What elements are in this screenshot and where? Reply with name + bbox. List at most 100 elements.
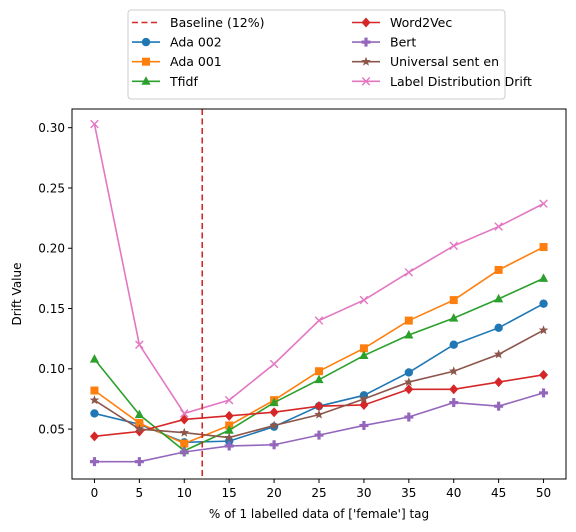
data-point — [269, 420, 279, 430]
chart-marks — [89, 109, 549, 479]
data-point — [90, 409, 99, 418]
data-point — [539, 243, 548, 252]
data-point — [314, 374, 324, 384]
y-tick-label: 0.10 — [38, 362, 65, 376]
x-tick-label: 50 — [536, 486, 551, 500]
data-point — [224, 441, 234, 451]
data-point — [494, 222, 503, 231]
data-point — [359, 344, 368, 353]
data-point — [315, 367, 323, 376]
data-point — [449, 340, 458, 349]
x-tick-label: 35 — [401, 486, 416, 500]
data-point — [359, 420, 369, 430]
x-tick-label: 5 — [136, 486, 144, 500]
data-point — [449, 241, 459, 251]
data-point — [359, 295, 369, 305]
data-point — [359, 399, 369, 410]
data-point — [494, 265, 503, 274]
y-axis-label: Drift Value — [10, 263, 24, 326]
data-point — [224, 425, 234, 434]
x-tick-label: 40 — [446, 486, 461, 500]
legend-label: Word2Vec — [390, 15, 452, 30]
x-tick-label: 45 — [491, 486, 506, 500]
legend-label: Bert — [390, 35, 416, 50]
data-point — [135, 419, 144, 428]
legend-marker — [142, 57, 150, 66]
legend-label: Label Distribution Drift — [390, 74, 532, 89]
data-point — [539, 299, 548, 308]
data-point — [449, 384, 459, 395]
legend-entry: Bert — [352, 35, 416, 50]
series-line — [94, 329, 544, 439]
data-point — [314, 409, 324, 419]
data-point — [314, 316, 324, 325]
data-point — [404, 368, 414, 377]
x-tick-label: 10 — [177, 486, 192, 500]
legend-marker — [361, 77, 371, 86]
data-point — [404, 412, 414, 422]
data-point — [404, 330, 414, 339]
x-tick-label: 25 — [311, 486, 326, 500]
legend-entry: Tfidf — [132, 74, 198, 89]
data-point — [359, 393, 369, 403]
legend-entry: Label Distribution Drift — [352, 74, 532, 89]
data-point — [494, 377, 504, 388]
legend-entry: Ada 001 — [132, 54, 222, 69]
data-point — [448, 366, 459, 376]
y-tick-label: 0.20 — [38, 242, 65, 256]
x-tick-label: 30 — [356, 486, 371, 500]
data-point — [89, 457, 99, 467]
data-point — [269, 440, 279, 450]
data-point — [89, 431, 99, 442]
legend-box — [127, 9, 506, 100]
data-point — [179, 447, 189, 457]
data-point — [538, 273, 549, 282]
y-tick-label: 0.25 — [38, 181, 65, 195]
legend-marker — [141, 76, 151, 85]
data-point — [134, 457, 144, 467]
series-label-distribution-drift — [90, 119, 548, 418]
x-axis-label: % of 1 labelled data of ['female'] tag — [209, 507, 429, 521]
legend-label: Baseline (12%) — [170, 15, 265, 30]
chart-axes: 0 5 10 15 20 25 30 35 40 45 50 0.05 0.10 0.15 0.20 0.25… — [38, 108, 567, 500]
data-point — [269, 359, 279, 369]
y-tick-label: 0.30 — [38, 121, 65, 135]
data-point — [224, 395, 234, 405]
data-point — [269, 407, 279, 418]
data-point — [493, 349, 504, 359]
data-point — [224, 410, 234, 421]
data-point — [314, 401, 324, 412]
data-point — [404, 268, 414, 277]
data-point — [404, 316, 413, 325]
data-point — [179, 409, 189, 418]
x-tick-label: 20 — [266, 486, 281, 500]
legend-marker — [361, 17, 371, 28]
legend-marker — [361, 37, 371, 47]
legend-label: Ada 002 — [170, 35, 222, 50]
data-point — [404, 384, 414, 395]
data-point — [269, 397, 279, 407]
data-point — [539, 369, 549, 380]
legend-label: Ada 001 — [170, 54, 222, 69]
legend-entry: Universal sent en — [352, 54, 499, 69]
legend-label: Universal sent en — [390, 54, 499, 69]
legend-marker — [361, 56, 371, 66]
data-point — [494, 323, 503, 333]
data-point — [359, 350, 369, 360]
data-point — [449, 313, 459, 322]
data-point — [90, 386, 99, 395]
series-word2vec — [89, 369, 549, 442]
data-point — [494, 401, 504, 411]
series-tfidf — [89, 273, 549, 455]
data-point — [538, 325, 549, 335]
data-point — [135, 340, 144, 349]
data-point — [179, 427, 190, 437]
legend-marker — [141, 37, 151, 47]
x-tick-label: 0 — [91, 486, 99, 500]
y-tick-label: 0.05 — [38, 422, 65, 436]
x-tick-label: 15 — [222, 486, 237, 500]
data-point — [539, 199, 548, 208]
data-point — [89, 354, 100, 363]
plot-frame — [71, 108, 567, 480]
